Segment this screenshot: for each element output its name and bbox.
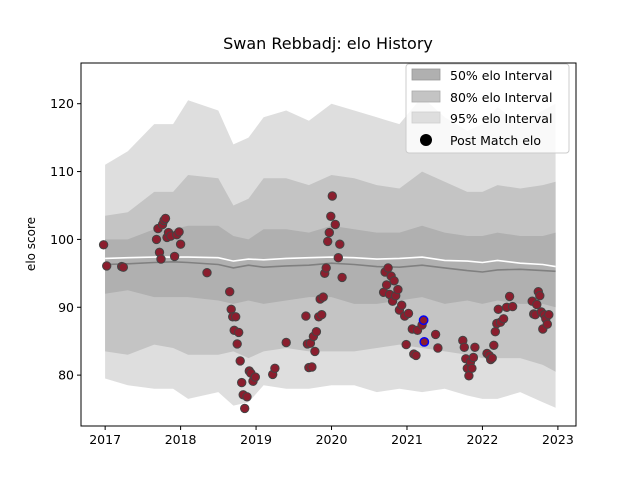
data-point bbox=[330, 219, 340, 230]
data-point bbox=[401, 339, 411, 350]
data-point bbox=[118, 262, 129, 272]
data-point bbox=[301, 311, 311, 321]
data-point bbox=[468, 352, 479, 363]
data-point bbox=[433, 343, 443, 353]
data-point bbox=[389, 276, 399, 286]
data-point bbox=[234, 327, 244, 338]
axes: 2017 2018 2019 2020 2021 2022 2023 80 90 100 110 12… bbox=[50, 62, 577, 447]
data-point bbox=[411, 350, 421, 361]
legend-label-post-match: Post Match elo bbox=[450, 133, 541, 148]
x-tick-label: 2022 bbox=[467, 432, 499, 447]
data-point bbox=[240, 403, 250, 414]
y-tick-label: 80 bbox=[58, 368, 74, 383]
y-tick-label: 110 bbox=[50, 164, 74, 179]
data-point bbox=[281, 337, 291, 348]
interval-bands bbox=[105, 96, 556, 408]
data-point bbox=[323, 236, 333, 247]
post-match-points bbox=[98, 191, 554, 414]
data-point bbox=[270, 363, 280, 373]
data-point bbox=[470, 342, 480, 352]
data-point bbox=[335, 239, 345, 249]
data-point bbox=[467, 363, 477, 373]
data-point bbox=[231, 312, 241, 322]
data-point bbox=[174, 227, 184, 237]
x-tick-label: 2021 bbox=[391, 432, 423, 447]
data-point bbox=[232, 339, 242, 349]
data-point bbox=[156, 254, 166, 264]
data-point bbox=[317, 310, 327, 320]
highlighted-data-point bbox=[419, 336, 430, 347]
data-point bbox=[504, 291, 515, 302]
trend-lines bbox=[105, 256, 556, 273]
data-point bbox=[237, 377, 247, 388]
data-point bbox=[333, 253, 343, 263]
data-point bbox=[542, 319, 552, 329]
data-point bbox=[459, 342, 469, 352]
x-tick-label: 2017 bbox=[89, 432, 121, 447]
data-point bbox=[160, 213, 171, 224]
legend-swatch-80 bbox=[411, 90, 441, 103]
data-point bbox=[337, 272, 347, 283]
data-point bbox=[225, 287, 235, 297]
legend-frame bbox=[405, 63, 570, 154]
data-point bbox=[102, 261, 112, 271]
data-point bbox=[381, 280, 392, 290]
data-point bbox=[489, 340, 499, 350]
plot-frame bbox=[80, 62, 577, 427]
data-point bbox=[311, 327, 322, 337]
data-point bbox=[242, 392, 252, 402]
legend-label-50: 50% elo Interval bbox=[450, 68, 552, 83]
data-point bbox=[226, 304, 236, 314]
data-point bbox=[175, 239, 186, 249]
data-point bbox=[307, 362, 317, 372]
data-point bbox=[532, 299, 542, 310]
data-point bbox=[397, 300, 407, 310]
x-tick-label: 2020 bbox=[316, 432, 348, 447]
data-point bbox=[393, 284, 403, 295]
data-point bbox=[169, 251, 180, 262]
data-point bbox=[490, 327, 500, 337]
data-point bbox=[493, 304, 503, 314]
data-point bbox=[318, 292, 328, 302]
data-point bbox=[544, 310, 554, 320]
legend: 50% elo Interval 80% elo Interval 95% el… bbox=[405, 63, 570, 154]
data-point bbox=[321, 263, 331, 273]
x-tick-label: 2019 bbox=[240, 432, 272, 447]
data-point bbox=[310, 346, 320, 357]
legend-marker-post-match bbox=[420, 134, 432, 146]
data-point bbox=[326, 211, 336, 222]
y-tick-label: 100 bbox=[50, 232, 74, 247]
mean-elo-line bbox=[105, 256, 556, 268]
y-tick-label: 90 bbox=[58, 300, 74, 315]
data-point bbox=[151, 234, 162, 245]
data-point bbox=[98, 240, 109, 250]
data-point bbox=[403, 308, 414, 319]
data-point bbox=[430, 329, 441, 340]
data-point bbox=[327, 191, 337, 201]
legend-label-80: 80% elo Interval bbox=[450, 90, 552, 105]
data-point bbox=[487, 353, 497, 363]
highlighted-data-point bbox=[418, 315, 429, 326]
data-point bbox=[202, 268, 212, 278]
median-elo-line bbox=[105, 260, 556, 273]
data-point bbox=[507, 301, 518, 312]
x-tick-label: 2018 bbox=[165, 432, 197, 447]
chart-title: Swan Rebbadj: elo History bbox=[223, 34, 433, 53]
data-point bbox=[535, 291, 545, 301]
x-tick-label: 2023 bbox=[542, 432, 574, 447]
data-point bbox=[250, 372, 261, 382]
data-point bbox=[383, 263, 393, 273]
data-point bbox=[235, 356, 245, 366]
data-point bbox=[498, 314, 509, 324]
legend-swatch-95 bbox=[411, 111, 441, 124]
legend-label-95: 95% elo Interval bbox=[450, 111, 552, 126]
legend-swatch-50 bbox=[411, 68, 441, 81]
y-tick-label: 120 bbox=[50, 96, 74, 111]
y-axis-label: elo score bbox=[24, 217, 38, 271]
data-point bbox=[324, 227, 334, 238]
